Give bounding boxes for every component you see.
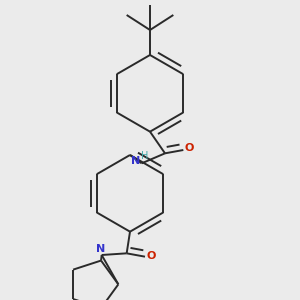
- Text: O: O: [184, 143, 194, 153]
- Text: O: O: [146, 251, 156, 261]
- Text: N: N: [131, 156, 140, 166]
- Text: H: H: [141, 151, 149, 161]
- Text: N: N: [96, 244, 105, 254]
